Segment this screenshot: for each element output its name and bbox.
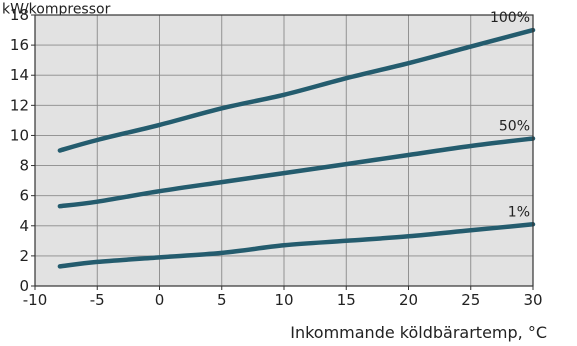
x-tick-label: 15 [337,291,356,309]
series-line [57,222,536,269]
grid [35,15,533,286]
y-tick-label: 10 [10,126,29,144]
x-tick-label: 0 [155,291,165,309]
series-labels: 100% 50% 1% [490,10,530,220]
x-tick-label: 25 [461,291,480,309]
series-lines [57,27,536,269]
series-line [57,27,536,153]
x-axis-label: Inkommande köldbärartemp, °C [290,323,547,342]
y-tick-label: 18 [10,6,29,24]
y-tick-label: 2 [19,247,29,265]
y-tick-label: 0 [19,277,29,295]
y-axis-ticks: 0 2 4 6 8 10 12 14 16 18 [10,6,35,295]
x-tick-label: 10 [274,291,293,309]
x-tick-label: 20 [399,291,418,309]
y-tick-label: 8 [19,157,29,175]
series-label: 50% [499,118,530,134]
x-axis-ticks: -10 -5 0 5 10 15 20 25 30 [23,286,543,309]
x-tick-label: 30 [523,291,542,309]
x-tick-label: -5 [90,291,105,309]
y-tick-label: 6 [19,187,29,205]
x-tick-label: -10 [23,291,48,309]
y-tick-label: 12 [10,96,29,114]
y-tick-label: 4 [19,217,29,235]
y-tick-label: 16 [10,36,29,54]
series-label: 1% [508,204,530,220]
x-tick-label: 5 [217,291,227,309]
y-tick-label: 14 [10,66,29,84]
chart-top-label: kW/kompressor [2,2,111,18]
series-line [57,136,536,209]
series-label: 100% [490,10,530,26]
